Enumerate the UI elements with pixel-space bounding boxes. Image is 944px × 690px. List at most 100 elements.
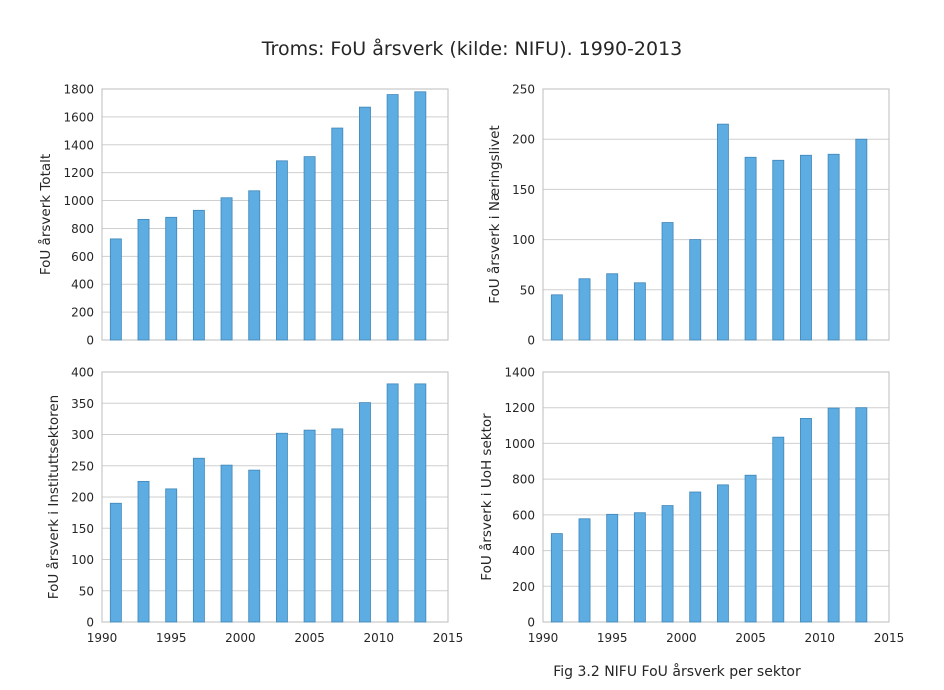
x-tick-label: 2000: [666, 631, 697, 645]
bar: [192, 457, 205, 623]
y-tick-label: 100: [512, 233, 535, 247]
bar: [414, 91, 427, 341]
y-tick-label: 150: [512, 183, 535, 197]
bar: [275, 432, 288, 623]
x-tick-label: 1995: [156, 631, 187, 645]
x-tick-label: 2005: [735, 631, 766, 645]
y-tick-label: 200: [512, 580, 535, 594]
y-tick-label: 1400: [63, 138, 94, 152]
bar: [303, 156, 316, 341]
bar: [248, 190, 261, 341]
x-tick-label: 2015: [433, 631, 464, 645]
bar: [137, 218, 150, 341]
plot-frame: [101, 371, 449, 623]
y-axis-label: FoU årsverk Totalt: [37, 154, 54, 275]
y-tick-label: 300: [71, 428, 94, 442]
bar: [550, 533, 563, 623]
bar: [220, 464, 233, 623]
bar: [661, 222, 674, 341]
y-tick-label: 50: [79, 584, 94, 598]
bar: [744, 474, 757, 623]
bar: [689, 239, 702, 341]
y-tick-label: 1000: [504, 437, 535, 451]
bar: [827, 407, 840, 623]
bar: [359, 402, 371, 623]
plot-frame: [542, 88, 890, 341]
x-tick-label: 2015: [874, 631, 905, 645]
y-tick-label: 0: [86, 334, 94, 348]
x-tick-label: 1995: [597, 631, 628, 645]
y-axis-label: FoU årsverk i Næringslivet: [486, 125, 503, 303]
y-tick-label: 1200: [504, 401, 535, 415]
bar: [772, 436, 785, 623]
bar: [275, 160, 288, 341]
bar: [606, 513, 619, 623]
bar: [633, 282, 646, 341]
y-tick-label: 100: [71, 553, 94, 567]
subplot-2: 0 50 100 150 200 250 FoU årsverk i Næringslive…: [486, 83, 890, 348]
bar: [578, 278, 591, 341]
y-tick-label: 250: [512, 83, 535, 97]
y-tick-label: 600: [512, 508, 535, 522]
y-tick-label: 1600: [63, 110, 94, 124]
bar: [827, 153, 840, 341]
bar: [716, 123, 729, 341]
y-tick-label: 250: [71, 459, 94, 473]
bar: [689, 491, 702, 623]
bar: [109, 502, 122, 623]
bar: [414, 383, 427, 623]
x-tick-label: 2010: [805, 631, 836, 645]
bar: [303, 429, 316, 623]
y-tick-label: 0: [527, 616, 535, 630]
y-tick-label: 800: [512, 473, 535, 487]
bar: [331, 127, 344, 341]
x-tick-label: 1990: [528, 631, 559, 645]
bar: [855, 138, 868, 341]
bar: [137, 480, 150, 623]
bar: [606, 273, 619, 341]
bar: [550, 294, 563, 341]
figure-caption: Fig 3.2 NIFU FoU årsverk per sektor: [553, 663, 801, 680]
bar: [165, 488, 178, 623]
y-axis-label: FoU årsverk i Instituttsektoren: [45, 395, 62, 599]
y-tick-label: 350: [71, 397, 94, 411]
y-tick-label: 0: [527, 334, 535, 348]
y-tick-label: 0: [86, 616, 94, 630]
y-tick-label: 200: [71, 306, 94, 320]
bar: [772, 159, 785, 341]
y-tick-label: 50: [520, 283, 535, 297]
bar: [331, 428, 344, 623]
bar: [633, 512, 646, 623]
bar: [855, 407, 868, 623]
y-tick-label: 1400: [504, 366, 535, 380]
bar: [800, 418, 812, 623]
bar: [386, 94, 399, 341]
y-tick-label: 800: [71, 222, 94, 236]
y-tick-label: 1800: [63, 83, 94, 97]
x-tick-label: 2000: [225, 631, 256, 645]
subplot-3: 0 50 100 150 200 250 300 350 400 1990 1995 2000 2005…: [45, 366, 463, 646]
plot-frame: [101, 88, 449, 341]
bar: [386, 383, 399, 623]
bar: [220, 197, 233, 341]
bar: [661, 505, 674, 623]
bar: [578, 518, 591, 623]
y-tick-label: 400: [71, 278, 94, 292]
subplot-4: 0 200 400 600 800 1000 1200 1400 1990 1995 2000 200…: [478, 366, 904, 646]
bar: [716, 484, 729, 623]
bar: [800, 154, 812, 341]
bar: [359, 106, 371, 341]
bar: [192, 209, 205, 341]
y-tick-label: 200: [512, 133, 535, 147]
x-tick-label: 1990: [87, 631, 118, 645]
y-tick-label: 1200: [63, 166, 94, 180]
bar: [248, 469, 261, 623]
bar: [165, 216, 178, 341]
y-tick-label: 1000: [63, 194, 94, 208]
subplot-1: 0 200 400 600 800 1000 1200 1400 1600 1800 FoU års…: [37, 83, 449, 348]
y-axis-label: FoU årsverk i UoH sektor: [478, 413, 495, 581]
y-tick-label: 400: [71, 366, 94, 380]
y-tick-label: 600: [71, 250, 94, 264]
